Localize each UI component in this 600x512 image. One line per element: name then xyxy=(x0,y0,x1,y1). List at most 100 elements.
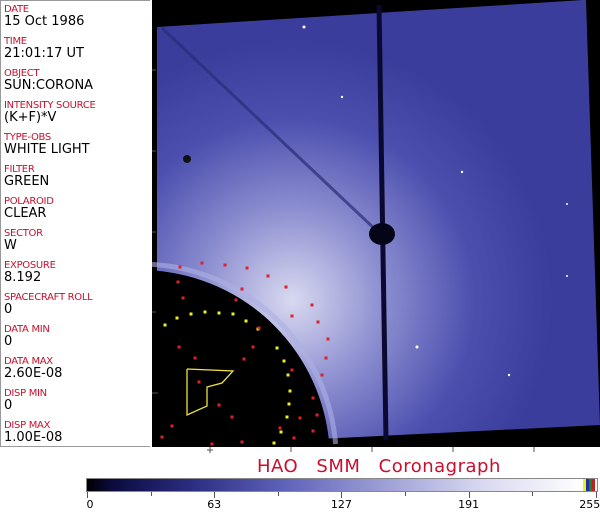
field-polaroid: POLAROID CLEAR xyxy=(4,196,54,221)
yellow-marker xyxy=(286,373,290,377)
colorbar-tick-label: 0 xyxy=(86,498,94,511)
red-marker xyxy=(242,357,246,361)
field-label: TIME xyxy=(4,36,27,47)
colorbar-tick-label: 191 xyxy=(458,498,480,511)
red-marker xyxy=(311,396,315,400)
red-marker xyxy=(251,345,255,349)
field-value: 15 Oct 1986 xyxy=(4,14,85,29)
colorbar-tick xyxy=(532,492,534,496)
colorbar-tick xyxy=(214,492,216,498)
yellow-marker xyxy=(217,311,221,315)
red-marker xyxy=(290,314,294,318)
red-marker xyxy=(320,373,324,377)
yellow-marker xyxy=(288,389,292,393)
field-value: 1.00E-08 xyxy=(4,430,63,445)
yellow-marker xyxy=(282,359,286,363)
yellow-marker xyxy=(175,316,179,320)
colorbar-tick xyxy=(341,492,343,498)
instrument-title: HAO SMM Coronagraph xyxy=(257,456,501,477)
coronagraph-image xyxy=(152,0,600,447)
field-value: (K+F)*V xyxy=(4,110,57,125)
field-disp-max: DISP MAX 1.00E-08 xyxy=(4,420,62,445)
occulter-pylon xyxy=(376,4,389,441)
red-marker xyxy=(266,274,270,278)
colorbar-tick-label: 255 xyxy=(579,498,600,511)
field-sector: SECTOR W xyxy=(4,228,43,253)
red-marker xyxy=(234,298,238,302)
field-label: DATA MAX xyxy=(4,356,53,367)
yellow-marker xyxy=(244,319,248,323)
field-label: POLAROID xyxy=(4,196,54,207)
red-marker xyxy=(193,356,197,360)
red-marker xyxy=(223,263,227,267)
field-label: DATE xyxy=(4,4,29,15)
field-value: SUN:CORONA xyxy=(4,78,94,93)
field-value: 2.60E-08 xyxy=(4,366,63,381)
header-info-panel: DATE 15 Oct 1986 TIME 21:01:17 UT OBJECT SUN:… xyxy=(0,0,150,447)
colorbar-tick xyxy=(595,492,597,498)
red-marker xyxy=(326,337,330,341)
field-value: 8.192 xyxy=(4,270,42,285)
field-label: DATA MIN xyxy=(4,324,50,335)
field-value: 0 xyxy=(4,302,13,317)
field-disp-min: DISP MIN 0 xyxy=(4,388,47,413)
field-value: GREEN xyxy=(4,174,50,189)
field-object: OBJECT SUN:CORONA xyxy=(4,68,93,93)
colorbar-tip-blue xyxy=(586,479,589,491)
yellow-marker xyxy=(279,430,283,434)
field-label: SPACECRAFT ROLL xyxy=(4,292,93,303)
red-marker xyxy=(177,345,181,349)
red-marker xyxy=(290,368,294,372)
field-value: 0 xyxy=(4,398,13,413)
field-value: WHITE LIGHT xyxy=(4,142,90,157)
red-marker xyxy=(197,380,201,384)
red-marker xyxy=(298,416,302,420)
red-marker xyxy=(245,266,249,270)
field-exposure: EXPOSURE 8.192 xyxy=(4,260,56,285)
field-label: INTENSITY SOURCE xyxy=(4,100,96,111)
field-filter: FILTER GREEN xyxy=(4,164,49,189)
occulter-halo xyxy=(152,261,339,445)
field-date: DATE 15 Oct 1986 xyxy=(4,4,84,29)
red-marker xyxy=(176,280,180,284)
red-marker xyxy=(181,296,185,300)
red-marker xyxy=(284,285,288,289)
red-marker xyxy=(217,403,221,407)
field-label: OBJECT xyxy=(4,68,40,79)
red-marker xyxy=(315,413,319,417)
field-value: CLEAR xyxy=(4,206,47,221)
field-data-min: DATA MIN 0 xyxy=(4,324,50,349)
colorbar-tick xyxy=(150,492,152,496)
red-marker xyxy=(324,356,328,360)
field-label: FILTER xyxy=(4,164,35,175)
red-marker xyxy=(292,436,296,440)
pylon-hub xyxy=(369,223,395,245)
axis-ticks xyxy=(152,69,158,394)
field-label: TYPE-OBS xyxy=(4,132,51,143)
colorbar xyxy=(86,478,598,492)
red-marker xyxy=(230,415,234,419)
red-marker xyxy=(178,265,182,269)
red-marker xyxy=(200,261,204,265)
colorbar-tick xyxy=(405,492,406,496)
field-label: SECTOR xyxy=(4,228,43,239)
colorbar-tick-label: 63 xyxy=(207,498,222,511)
overlay-markers xyxy=(160,261,330,446)
red-marker xyxy=(160,435,164,439)
colorbar-tip-yellow xyxy=(583,479,586,491)
colorbar-tick xyxy=(277,492,279,496)
field-label: DISP MAX xyxy=(4,420,51,431)
yellow-marker xyxy=(163,323,167,327)
field-value: 0 xyxy=(4,334,13,349)
red-marker xyxy=(210,442,214,446)
field-data-max: DATA MAX 2.60E-08 xyxy=(4,356,62,381)
field-label: EXPOSURE xyxy=(4,260,56,271)
colorbar-tick xyxy=(468,492,470,498)
field-label: DISP MIN xyxy=(4,388,47,399)
field-time: TIME 21:01:17 UT xyxy=(4,36,84,61)
red-marker xyxy=(278,426,282,430)
bright-stars xyxy=(302,25,568,377)
pylon-shadow xyxy=(160,26,380,234)
field-intensity-source: INTENSITY SOURCE (K+F)*V xyxy=(4,100,96,125)
yellow-marker xyxy=(203,310,207,314)
